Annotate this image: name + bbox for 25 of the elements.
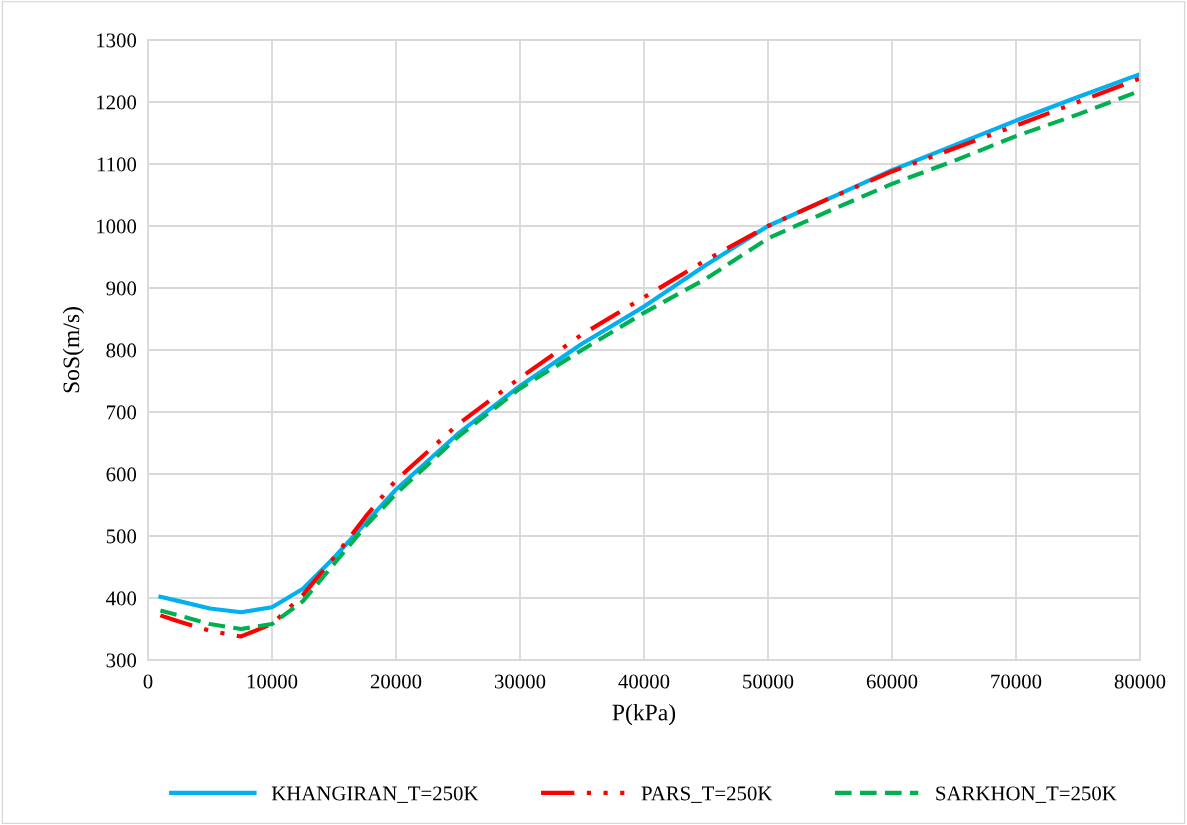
x-tick-label: 20000	[370, 674, 422, 689]
y-tick-label: 1200	[97, 95, 137, 110]
y-tick-label: 400	[106, 591, 137, 606]
x-tick-label: 70000	[991, 674, 1042, 689]
y-tick-label: 300	[106, 653, 137, 668]
x-axis-title: P(kPa)	[612, 703, 676, 726]
legend-label: KHANGIRAN_T=250K	[271, 786, 479, 803]
x-tick-label: 30000	[494, 674, 546, 689]
y-tick-label: 500	[106, 529, 137, 544]
y-axis-title: SoS(m/s)	[62, 307, 85, 393]
legend-label: SARKHON_T=250K	[936, 786, 1117, 803]
legend-label: PARS_T=250K	[641, 786, 773, 803]
x-tick-label: 0	[143, 674, 153, 689]
x-tick-label: 80000	[1114, 674, 1166, 689]
y-tick-label: 600	[106, 467, 137, 482]
y-tick-label: 1000	[97, 219, 137, 234]
y-tick-label: 800	[106, 343, 137, 358]
y-tick-label: 700	[107, 405, 137, 420]
y-tick-label: 1300	[97, 33, 137, 48]
x-tick-label: 40000	[618, 674, 670, 689]
x-tick-label: 10000	[247, 674, 298, 689]
x-tick-label: 50000	[743, 674, 794, 689]
x-tick-label: 60000	[866, 674, 918, 689]
y-tick-label: 900	[106, 281, 137, 296]
y-tick-label: 1100	[97, 157, 137, 172]
